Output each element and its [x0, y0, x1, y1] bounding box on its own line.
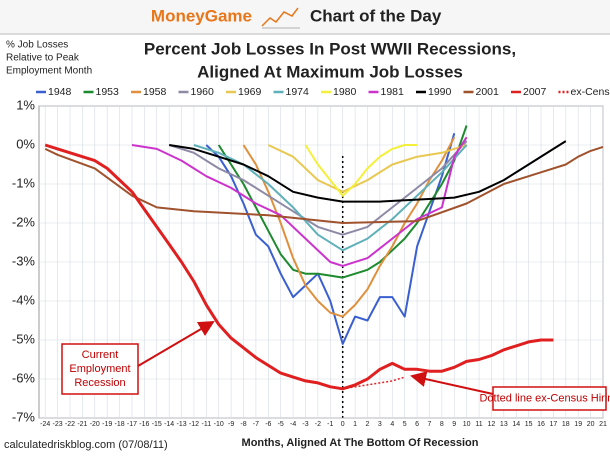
series-line — [169, 140, 567, 203]
series-line — [342, 376, 405, 390]
legend-label: 1980 — [333, 86, 357, 98]
y-tick-label: -2% — [12, 214, 36, 229]
legend-label: 1974 — [286, 86, 310, 98]
x-tick-label: -1 — [327, 421, 333, 428]
y-tick-label: -3% — [12, 253, 36, 268]
x-tick-label: -17 — [127, 421, 137, 428]
brand: MoneyGame — [151, 6, 252, 25]
x-tick-label: 10 — [463, 421, 471, 428]
header-band — [0, 0, 610, 34]
x-tick-label: -4 — [290, 421, 296, 428]
x-tick-label: 15 — [525, 421, 533, 428]
x-tick-label: -12 — [189, 421, 199, 428]
source: calculatedriskblog.com (07/08/11) — [4, 439, 168, 451]
x-tick-label: -20 — [90, 421, 100, 428]
annotation-arrow — [410, 371, 494, 395]
series-line — [131, 136, 468, 267]
annotation-box — [61, 343, 139, 395]
legend-label: 2001 — [476, 86, 500, 98]
x-tick-label: -21 — [77, 421, 87, 428]
x-tick-label: -16 — [139, 421, 149, 428]
x-tick-label: -10 — [214, 421, 224, 428]
legend-label: 1958 — [143, 86, 167, 98]
x-tick-label: -15 — [152, 421, 162, 428]
series-line — [44, 145, 604, 224]
annotation-text: Recession — [74, 377, 125, 389]
y-tick-label: 1% — [16, 97, 35, 112]
y-tick-label: -4% — [12, 292, 36, 307]
x-tick-label: -8 — [240, 421, 246, 428]
y-tick-label: -5% — [12, 331, 36, 346]
chart-title: Aligned At Maximum Job Losses — [197, 62, 463, 81]
x-tick-label: 4 — [390, 421, 394, 428]
series-line — [304, 144, 418, 197]
chart-title: Percent Job Losses In Post WWII Recessio… — [144, 39, 516, 58]
series-line — [168, 140, 468, 236]
y-axis-label: Relative to Peak — [6, 53, 80, 64]
x-tick-label: -18 — [115, 421, 125, 428]
annotation-text: Current — [82, 349, 119, 361]
x-tick-label: 3 — [378, 421, 382, 428]
x-tick-label: 14 — [512, 421, 520, 428]
legend-label: 1953 — [96, 86, 120, 98]
header-label: Chart of the Day — [310, 6, 442, 25]
x-tick-label: 21 — [599, 421, 607, 428]
x-tick-label: -6 — [265, 421, 271, 428]
legend-label: ex-Census — [571, 86, 610, 98]
x-tick-label: -9 — [228, 421, 234, 428]
x-tick-label: 8 — [440, 421, 444, 428]
legend-label: 1960 — [191, 86, 215, 98]
x-tick-label: -3 — [302, 421, 308, 428]
y-tick-label: -6% — [12, 370, 36, 385]
annotation-arrow — [137, 320, 215, 367]
x-tick-label: 6 — [415, 421, 419, 428]
x-tick-label: 11 — [475, 421, 482, 428]
x-tick-label: -2 — [315, 421, 321, 428]
annotation-box — [492, 386, 607, 411]
annotation-text: Dotted line ex-Census Hiring — [479, 392, 610, 404]
x-tick-label: 13 — [500, 421, 508, 428]
x-tick-label: 19 — [574, 421, 582, 428]
x-tick-label: -13 — [176, 421, 186, 428]
annotation-text: Employment — [69, 363, 130, 375]
x-tick-label: 17 — [550, 421, 558, 428]
y-tick-label: 0% — [16, 136, 35, 151]
x-tick-label: 1 — [353, 421, 357, 428]
x-tick-label: -22 — [65, 421, 75, 428]
x-tick-label: -24 — [40, 421, 50, 428]
y-axis-label: Employment Month — [6, 66, 92, 77]
x-tick-label: 18 — [562, 421, 570, 428]
y-tick-label: -1% — [12, 175, 36, 190]
x-tick-label: 9 — [452, 421, 456, 428]
legend-label: 1981 — [381, 86, 405, 98]
x-tick-label: 20 — [587, 421, 595, 428]
y-axis-label: % Job Losses — [6, 40, 68, 51]
series-line — [44, 143, 554, 391]
legend-label: 1969 — [238, 86, 262, 98]
x-tick-label: -11 — [202, 421, 212, 428]
y-tick-label: -7% — [12, 409, 36, 424]
x-tick-label: -7 — [253, 421, 259, 428]
x-tick-label: 2 — [366, 421, 370, 428]
x-tick-label: -19 — [102, 421, 112, 428]
x-tick-label: 12 — [488, 421, 496, 428]
x-tick-label: -5 — [278, 421, 284, 428]
legend-label: 1990 — [428, 86, 452, 98]
legend-label: 1948 — [48, 86, 72, 98]
logo — [261, 7, 300, 29]
x-tick-label: 5 — [403, 421, 407, 428]
x-tick-label: -14 — [164, 421, 174, 428]
legend-label: 2007 — [523, 86, 547, 98]
x-tick-label: -23 — [53, 421, 63, 428]
x-axis-label: Months, Aligned At The Bottom Of Recessi… — [242, 437, 479, 449]
x-tick-label: 0 — [341, 421, 345, 428]
x-tick-label: 7 — [428, 421, 432, 428]
x-tick-label: 16 — [537, 421, 545, 428]
series-line — [267, 144, 467, 193]
